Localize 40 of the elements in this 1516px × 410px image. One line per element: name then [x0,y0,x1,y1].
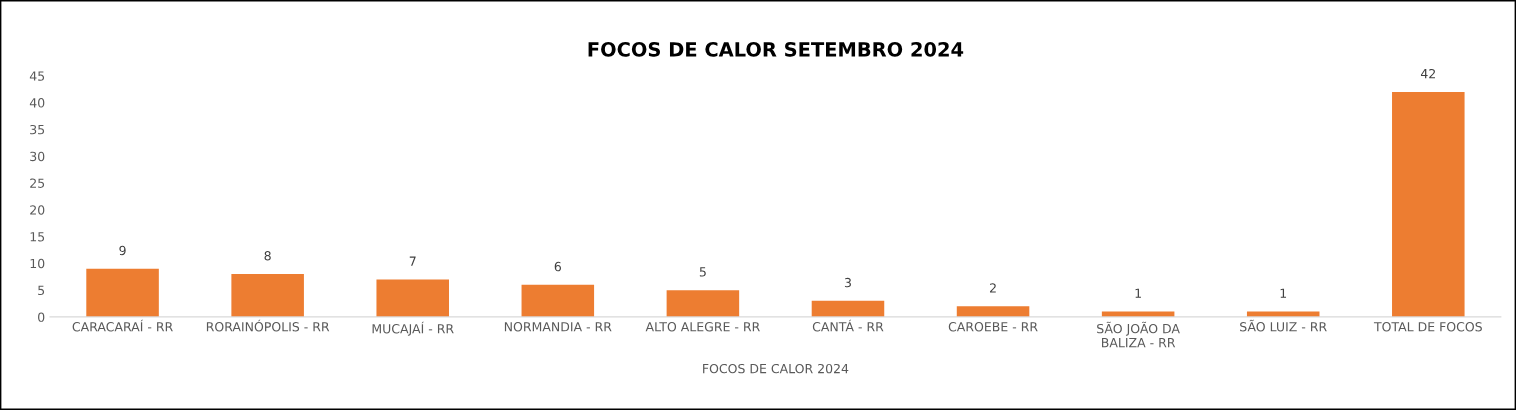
data-label: 6 [554,261,561,272]
x-tick-label: CARACARAÍ - RR [72,319,173,332]
bar [376,279,449,317]
y-tick-label: 15 [30,232,45,242]
x-axis-title: FOCOS DE CALOR 2024 [703,363,849,374]
x-tick-label: TOTAL DE FOCOS [1373,322,1482,332]
data-label: 1 [1135,288,1141,298]
data-label: 8 [264,251,271,261]
x-tick-label: SÃO JOÃO DA BALIZA - RR [1097,321,1180,348]
x-tick-label: RORAINÓPOLIS - RR [206,319,330,332]
y-tick-label: 20 [30,205,45,215]
y-tick-label: 30 [30,151,45,162]
data-label: 42 [1420,68,1435,79]
data-label: 3 [844,277,851,288]
y-tick-label: 0 [38,312,45,322]
bar [86,268,159,317]
data-label: 7 [409,256,416,266]
y-tick-label: 35 [30,124,45,135]
x-tick-label: ALTO ALEGRE - RR [645,322,760,332]
chart-title: FOCOS DE CALOR SETEMBRO 2024 [588,41,964,57]
bar [666,290,740,317]
data-label: 2 [990,283,996,293]
y-tick-label: 10 [30,258,45,269]
x-tick-label: NORMANDIA - RR [504,322,612,332]
bar [811,300,885,317]
y-tick-label: 25 [30,178,45,188]
data-label: 9 [119,245,126,256]
x-tick-label: CAROEBE - RR [948,322,1038,332]
x-tick-label: MUCAJAÍ - RR [372,321,454,336]
bar [956,306,1030,317]
y-tick-label: 40 [29,98,45,108]
x-tick-label: CANTÁ - RR [812,319,884,332]
bar [1392,91,1465,317]
data-label: 5 [699,267,706,277]
y-tick-label: 5 [38,285,45,296]
x-tick-label: SÃO LUIZ - RR [1240,319,1327,332]
data-label: 1 [1280,288,1287,298]
y-tick-label: 45 [29,71,45,81]
bar [231,274,304,317]
bar [521,284,595,317]
